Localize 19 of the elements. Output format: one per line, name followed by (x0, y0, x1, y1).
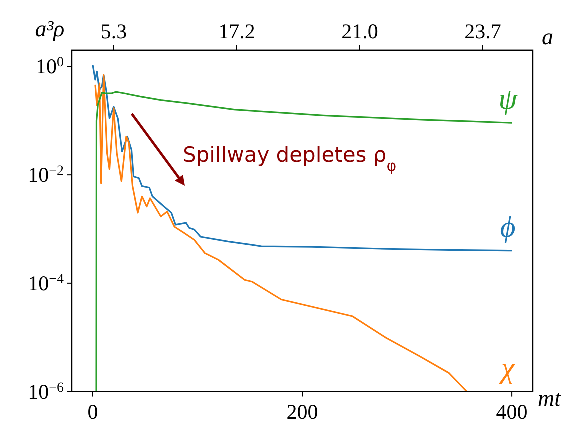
x-tick-label: 400 (496, 400, 528, 423)
x-axis-title: mt (538, 386, 562, 411)
line-series (94, 74, 468, 392)
y-tick-label: 10$^{−6}$ (28, 380, 64, 404)
x-tick-label: 200 (286, 400, 318, 423)
series-label: χ (498, 352, 516, 385)
text: 17.2 (218, 19, 256, 44)
x-tick-label: 0 (88, 400, 98, 423)
y-axis-title: a³ρ (35, 16, 65, 42)
series-label: ϕ (500, 210, 516, 244)
x2-axis-title: a (542, 24, 554, 50)
text: 23.7 (464, 19, 502, 44)
y-tick-label: 10$^{−4}$ (28, 271, 64, 296)
y-tick-label: 10$^{−2}$ (28, 163, 64, 188)
text: 21.0 (342, 19, 378, 44)
series-label: ψ (498, 83, 519, 116)
y-tick-label: 10$^{0}$ (36, 54, 64, 79)
annotation: Spillway depletes ρ$_{φ}$ (183, 143, 397, 175)
text: 5.3 (100, 19, 128, 44)
